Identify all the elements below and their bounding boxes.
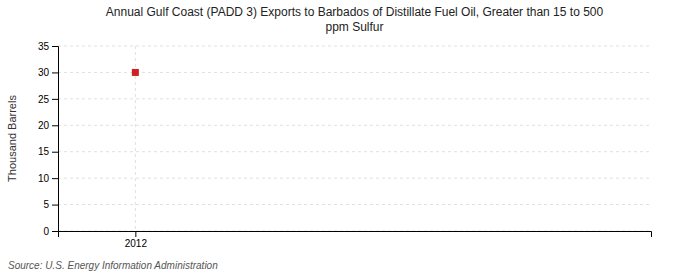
tick: 25: [38, 94, 58, 105]
tick: 35: [38, 41, 58, 52]
tick-label: 25: [38, 94, 50, 105]
annotation: Source: U.S. Energy Information Administ…: [8, 260, 218, 271]
title-line: Annual Gulf Coast (PADD 3) Exports to Ba…: [106, 5, 604, 19]
tick-mark: [52, 46, 58, 47]
grid-line: [58, 72, 651, 73]
tick-mark: [52, 152, 58, 153]
grid: [58, 46, 651, 231]
tick-mark: [52, 205, 58, 206]
tick: 10: [38, 173, 58, 184]
grid-line: [58, 98, 651, 99]
marks: [132, 69, 139, 76]
tick-label: 2012: [125, 238, 148, 249]
tick: 15: [38, 146, 58, 157]
tick: 20: [38, 120, 58, 131]
tick: 30: [38, 67, 58, 78]
tick-label: 15: [38, 146, 50, 157]
tick-label: 30: [38, 67, 50, 78]
axis-line: [52, 47, 59, 232]
tick-mark: [52, 99, 58, 100]
y-axis-label: Thousand Barrels: [6, 95, 18, 182]
tick-label: 0: [43, 226, 49, 237]
grid-line: [58, 46, 651, 47]
grid-line: [58, 125, 651, 126]
tick-label: 35: [38, 41, 50, 52]
x-axis: 2012: [59, 231, 652, 249]
tick-mark: [52, 72, 58, 73]
grid-line: [58, 178, 651, 179]
title: Annual Gulf Coast (PADD 3) Exports to Ba…: [106, 5, 604, 34]
title-line: ppm Sulfur: [325, 20, 383, 34]
tick-label: 20: [38, 120, 50, 131]
tick-mark: [135, 231, 136, 237]
tick-label: 5: [43, 199, 49, 210]
tick-mark: [52, 178, 58, 179]
tick: 5: [43, 199, 58, 210]
grid-line: [58, 204, 651, 205]
axis-line: [59, 232, 652, 238]
tick-mark: [52, 125, 58, 126]
tick-label: 10: [38, 173, 50, 184]
tick: 2012: [125, 231, 148, 249]
tick-mark: [52, 231, 58, 232]
y-axis: 0 5 10 15 20 25 30 35: [38, 41, 59, 237]
grid-line: [58, 151, 651, 152]
chart: 2012 0 5 10 15 20 25 30 35 Annual Gulf Coast (PAD…: [0, 0, 675, 275]
point: [132, 69, 139, 76]
tick: 0: [43, 226, 58, 237]
plot-area: 2012 0 5 10 15 20 25 30 35: [38, 41, 652, 249]
